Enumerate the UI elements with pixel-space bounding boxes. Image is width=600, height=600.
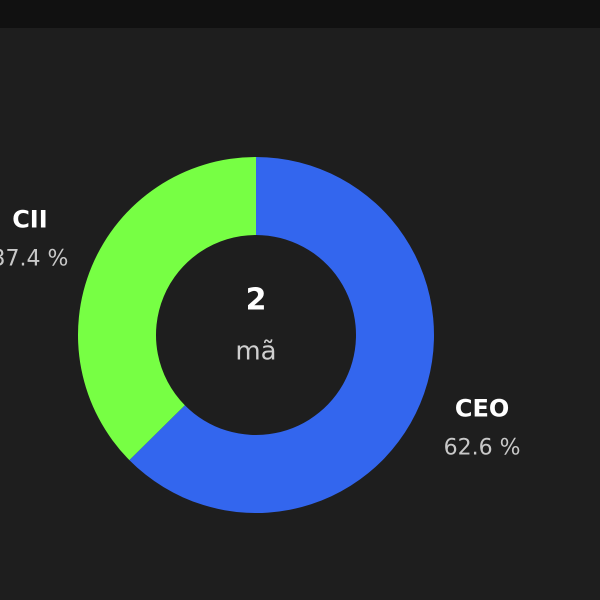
segment-percent: 62.6 % [444,435,521,460]
segment-name: CII [12,206,47,234]
donut-segment [78,157,256,461]
segment-percent: 37.4 % [0,247,68,272]
top-bar [0,0,600,28]
center-label: mã [235,337,276,367]
segment-name: CEO [455,394,509,422]
donut-segment [129,157,434,513]
center-value: 2 [246,283,267,318]
